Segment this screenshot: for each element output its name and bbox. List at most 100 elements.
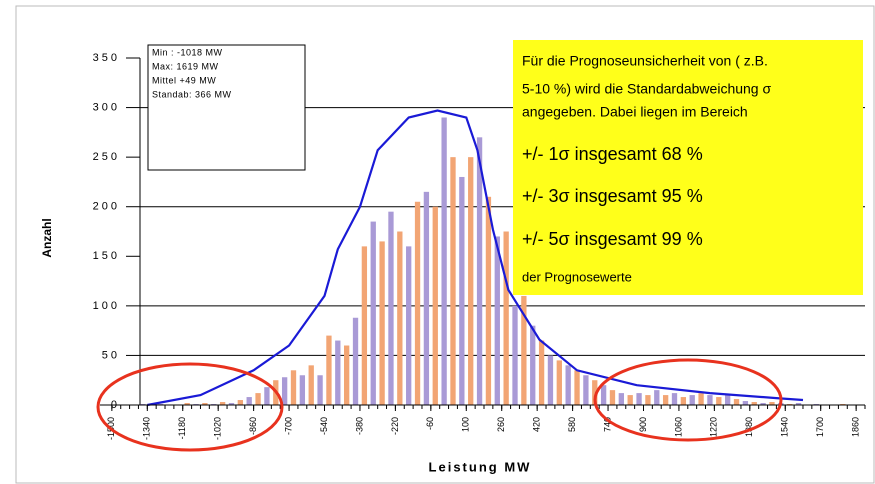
note-line: 5-10 %) wird die Standardabweichung σ bbox=[522, 81, 771, 97]
highlight-ellipse bbox=[593, 358, 783, 442]
x-tick-label: 1700 bbox=[815, 417, 825, 437]
bar bbox=[290, 370, 297, 405]
bar bbox=[530, 325, 536, 405]
bar bbox=[795, 403, 802, 405]
bar bbox=[592, 380, 598, 405]
note-box bbox=[513, 40, 863, 295]
bar bbox=[618, 393, 624, 405]
bar bbox=[450, 157, 456, 405]
bar bbox=[468, 157, 474, 405]
x-tick-label: -220 bbox=[390, 417, 400, 435]
bar bbox=[609, 390, 616, 405]
bar bbox=[521, 295, 527, 405]
note-line: +/- 1σ insgesamt 68 % bbox=[522, 144, 703, 164]
bar bbox=[725, 395, 731, 405]
bar bbox=[485, 196, 492, 405]
bar bbox=[281, 377, 288, 405]
bar bbox=[716, 397, 722, 405]
x-axis-label: Leistung MW bbox=[429, 459, 532, 474]
note-line: angegeben. Dabei liegen im Bereich bbox=[522, 104, 748, 120]
x-tick-label: -700 bbox=[283, 417, 293, 435]
bar bbox=[308, 365, 314, 405]
bar bbox=[423, 191, 430, 405]
bar bbox=[769, 402, 775, 405]
x-tick-label: 1060 bbox=[673, 417, 683, 437]
note-line: Für die Prognoseunsicherheit von ( z.B. bbox=[522, 53, 768, 69]
bar bbox=[432, 206, 438, 405]
y-axis-label: Anzahl bbox=[40, 218, 54, 257]
bar bbox=[556, 360, 562, 405]
x-tick-label: -860 bbox=[248, 417, 258, 435]
bar bbox=[512, 305, 518, 405]
fit-curve bbox=[147, 109, 804, 407]
bar bbox=[414, 201, 421, 405]
bar bbox=[707, 395, 713, 405]
note-line: +/- 5σ insgesamt 99 % bbox=[522, 229, 703, 249]
note-line: der Prognosewerte bbox=[522, 269, 632, 284]
bar bbox=[654, 390, 660, 405]
annotations: Min : -1018 MW Max: 1619 MW Mittel +49 MW S… bbox=[152, 47, 771, 284]
x-tick-label: -1180 bbox=[177, 417, 187, 439]
x-tick-label: 1540 bbox=[780, 417, 790, 437]
stats-line: Max: 1619 MW bbox=[152, 61, 219, 71]
bar bbox=[574, 370, 580, 405]
bar bbox=[344, 345, 350, 405]
bar bbox=[760, 403, 766, 405]
bar bbox=[184, 403, 190, 405]
x-tick-label: -540 bbox=[319, 417, 329, 435]
bar bbox=[246, 397, 252, 405]
bar bbox=[397, 231, 403, 405]
y-tick-label: 350 bbox=[93, 52, 120, 64]
bar bbox=[388, 211, 394, 405]
bar bbox=[228, 403, 235, 405]
bar bbox=[662, 395, 669, 405]
bar bbox=[627, 395, 633, 405]
x-tick-label: 1860 bbox=[851, 417, 861, 437]
y-tick-label: 300 bbox=[93, 101, 120, 113]
note-line: +/- 3σ insgesamt 95 % bbox=[522, 186, 703, 206]
bar bbox=[565, 365, 571, 405]
x-tick-label: -380 bbox=[354, 417, 364, 435]
bar bbox=[361, 246, 368, 405]
x-tick-label: 580 bbox=[567, 417, 577, 432]
y-tick-label: 250 bbox=[93, 151, 120, 163]
bar bbox=[671, 393, 678, 405]
x-tick-label: 1380 bbox=[744, 417, 754, 437]
bar bbox=[645, 395, 651, 405]
bar bbox=[317, 375, 323, 405]
x-tick-label: 100 bbox=[461, 417, 471, 432]
bar bbox=[326, 335, 332, 405]
bar bbox=[583, 375, 589, 405]
y-tick-label: 50 bbox=[102, 349, 120, 361]
bar bbox=[494, 236, 500, 405]
bar bbox=[255, 393, 261, 405]
bar bbox=[698, 393, 704, 405]
x-tick-label: 420 bbox=[532, 417, 542, 432]
bar bbox=[538, 340, 545, 405]
bar bbox=[406, 246, 412, 405]
x-tick-label: 1220 bbox=[709, 417, 719, 437]
stats-line: Standab: 366 MW bbox=[152, 89, 232, 99]
stats-line: Mittel +49 MW bbox=[152, 75, 216, 85]
bar bbox=[680, 397, 687, 405]
bar bbox=[547, 355, 554, 405]
x-tick-label: 900 bbox=[638, 417, 648, 432]
highlight-ellipse bbox=[96, 362, 284, 452]
bar bbox=[503, 231, 509, 405]
stats-box bbox=[147, 44, 306, 171]
bar bbox=[219, 402, 226, 405]
frame bbox=[15, 5, 875, 484]
bar bbox=[733, 399, 740, 405]
bar bbox=[751, 402, 757, 405]
x-tick-label: -1340 bbox=[142, 417, 152, 440]
stats-line: Min : -1018 MW bbox=[152, 47, 223, 57]
bar bbox=[370, 221, 376, 405]
bar bbox=[264, 387, 270, 405]
bar bbox=[202, 403, 208, 405]
bar bbox=[352, 317, 359, 405]
y-tick-label: 200 bbox=[93, 201, 120, 213]
bar bbox=[476, 137, 483, 406]
bar bbox=[237, 400, 243, 405]
x-tick-label: 260 bbox=[496, 417, 506, 432]
y-tick-label: 100 bbox=[93, 300, 120, 312]
